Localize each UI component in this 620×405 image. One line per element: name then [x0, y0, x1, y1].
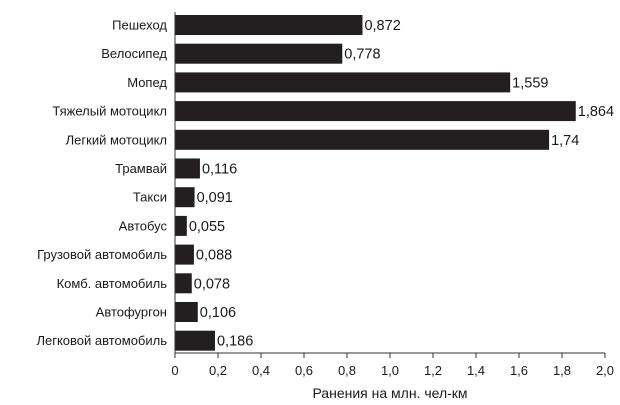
value-label: 0,116 [202, 162, 237, 178]
category-label: Велосипед [101, 46, 167, 61]
bar [175, 43, 343, 64]
bar [175, 330, 215, 351]
x-tick-label: 2,0 [596, 363, 614, 378]
bar [175, 244, 194, 265]
x-axis-title: Ранения на млн. чел-км [312, 385, 467, 401]
bars-group [175, 15, 576, 351]
category-label: Легкий мотоцикл [66, 132, 167, 147]
category-label: Автофургон [96, 305, 167, 320]
x-tick-label: 1,2 [424, 363, 442, 378]
value-labels-group: 0,872 0,778 1,559 1,864 1,74 0,116 0,091 0,055 0… [189, 18, 614, 350]
value-label: 0,078 [194, 276, 230, 292]
category-label: Легковой автомобиль [36, 333, 167, 348]
bar [175, 129, 550, 150]
value-label: 0,186 [217, 334, 253, 350]
value-label: 1,864 [578, 104, 614, 120]
bar [175, 215, 187, 236]
x-tick-label: 1,8 [553, 363, 571, 378]
x-axis-ticks-group: 0 0,2 0,4 0,6 0,8 1,0 1,2 1,4 1,6 1,8 2,0 [171, 353, 614, 378]
value-label: 1,559 [512, 75, 548, 91]
category-label: Комб. автомобиль [57, 276, 168, 291]
x-tick-label: 0,4 [252, 363, 270, 378]
category-label: Тяжелый мотоцикл [52, 104, 167, 119]
bar [175, 158, 200, 179]
category-labels-group: Пешеход Велосипед Мопед Тяжелый мотоцикл Лег… [36, 18, 167, 349]
value-label: 1,74 [551, 133, 579, 149]
x-tick-label: 1,6 [510, 363, 528, 378]
x-tick-label: 1,4 [467, 363, 485, 378]
bar [175, 187, 195, 208]
x-tick-label: 1,0 [381, 363, 399, 378]
x-tick-label: 0,2 [209, 363, 227, 378]
category-label: Мопед [127, 75, 167, 90]
value-label: 0,055 [189, 219, 225, 235]
bar [175, 302, 198, 322]
value-label: 0,091 [197, 190, 233, 206]
x-tick-label: 0,6 [295, 363, 313, 378]
bar [175, 273, 192, 294]
x-tick-label: 0 [171, 363, 178, 378]
category-label: Грузовой автомобиль [37, 247, 167, 262]
axes-group: 0 0,2 0,4 0,6 0,8 1,0 1,2 1,4 1,6 1,8 2,0 Ранения … [171, 12, 614, 401]
x-tick-label: 0,8 [338, 363, 356, 378]
value-label: 0,872 [364, 18, 400, 34]
category-label: Трамвай [115, 161, 167, 176]
category-label: Пешеход [112, 18, 167, 33]
category-label: Такси [133, 190, 167, 205]
bar [175, 15, 363, 35]
value-label: 0,106 [200, 305, 236, 321]
value-label: 0,778 [344, 47, 380, 63]
value-label: 0,088 [196, 248, 232, 264]
category-label: Автобус [119, 218, 168, 233]
bar [175, 72, 511, 93]
bar [175, 101, 576, 122]
